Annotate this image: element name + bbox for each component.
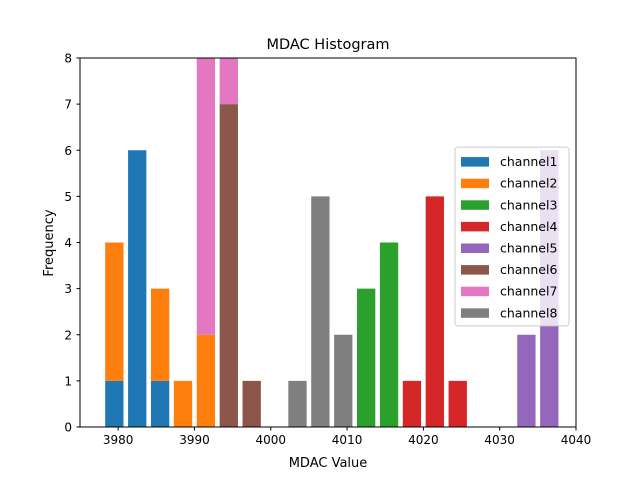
bar-channel1-0 (105, 380, 124, 427)
legend-box (454, 146, 570, 327)
legend-swatch-channel3 (461, 200, 489, 210)
bar-channel1-2 (150, 380, 170, 427)
legend-label-channel5: channel5 (500, 241, 557, 256)
y-tick-label: 7 (64, 98, 72, 112)
bar-channel8-1 (311, 196, 330, 427)
legend-label-channel4: channel4 (500, 219, 557, 234)
x-tick-label: 4040 (561, 433, 592, 447)
y-tick-label: 6 (64, 144, 72, 158)
bar-channel2-3 (196, 334, 216, 427)
x-axis-label: MDAC Value (289, 456, 368, 471)
bar-channel8-2 (334, 334, 353, 427)
y-tick-label: 4 (64, 236, 72, 250)
bar-channel5-0 (517, 334, 536, 427)
bar-channel4-2 (448, 380, 467, 427)
legend-label-channel1: channel1 (500, 154, 557, 169)
bar-channel1-1 (128, 150, 147, 427)
legend-swatch-channel1 (461, 157, 489, 167)
chart-title: MDAC Histogram (266, 37, 389, 53)
legend-swatch-channel6 (461, 265, 489, 275)
legend-label-channel2: channel2 (500, 176, 557, 191)
bar-channel3-0 (356, 288, 376, 427)
y-tick-label: 8 (64, 52, 72, 66)
bar-channel2-1 (150, 288, 170, 381)
y-tick-label: 5 (64, 190, 72, 204)
legend-swatch-channel4 (461, 221, 489, 232)
x-tick-label: 3980 (103, 433, 134, 447)
legend: channel1 channel2 channel3 channel4 channel5… (454, 146, 570, 327)
legend-label-channel7: channel7 (500, 284, 557, 299)
legend-swatch-channel5 (461, 243, 489, 253)
bar-channel2-0 (105, 242, 124, 381)
y-tick-label: 2 (64, 328, 72, 342)
x-tick-label: 4000 (255, 433, 286, 447)
y-tick-label: 3 (64, 282, 72, 296)
bar-channel4-0 (402, 380, 422, 427)
bar-channel7-1 (219, 58, 238, 105)
x-tick-label: 4030 (484, 433, 515, 447)
legend-label-channel3: channel3 (500, 197, 557, 212)
legend-label-channel8: channel8 (500, 305, 557, 320)
x-tick-label: 3990 (179, 433, 210, 447)
bar-channel6-0 (219, 104, 238, 427)
legend-label-channel6: channel6 (500, 262, 557, 277)
bar-channel8-0 (288, 380, 307, 427)
x-tick-label: 4010 (332, 433, 363, 447)
bar-channel4-1 (425, 196, 444, 427)
legend-swatch-channel7 (461, 286, 489, 297)
bar-channel3-1 (379, 242, 399, 427)
legend-swatch-channel2 (461, 178, 489, 189)
bar-channel6-1 (242, 380, 261, 427)
x-axis-ticks: 3980 3990 4000 4010 4020 4030 4040 (103, 427, 591, 447)
x-tick-label: 4020 (408, 433, 439, 447)
bar-channel2-2 (173, 380, 193, 427)
y-tick-label: 1 (64, 374, 72, 388)
legend-swatch-channel8 (461, 308, 489, 318)
y-axis-label: Frequency (42, 209, 57, 276)
bar-channel7-0 (196, 58, 216, 335)
y-tick-label: 0 (64, 421, 72, 435)
y-axis-ticks: 0 1 2 3 4 5 6 7 8 (64, 52, 80, 435)
